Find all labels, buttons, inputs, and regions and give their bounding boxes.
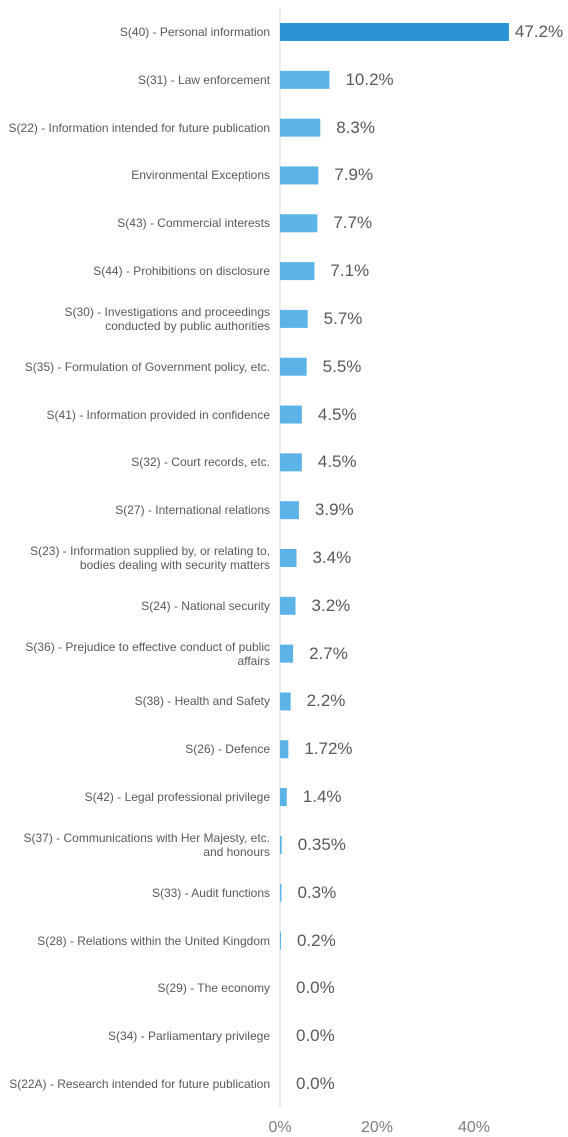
bar (280, 166, 319, 185)
bar (280, 118, 321, 137)
x-tick-label: 40% (457, 1119, 491, 1136)
category-label: S(43) - Commercial interests (117, 216, 270, 231)
category-label: S(38) - Health and Safety (134, 694, 270, 709)
value-label: 0.2% (296, 930, 336, 950)
value-label: 47.2% (514, 22, 564, 41)
category-label: S(42) - Legal professional privilege (84, 790, 270, 805)
value-label: 0.35% (297, 834, 346, 854)
value-label: 3.4% (312, 548, 352, 567)
category-label: S(33) - Audit functions (151, 885, 270, 900)
category-label: S(35) - Formulation of Government policy… (24, 359, 270, 374)
bar (280, 262, 315, 281)
category-label: S(34) - Parliamentary privilege (107, 1029, 270, 1044)
bar (280, 692, 291, 711)
value-label: 7.1% (330, 261, 370, 281)
value-label: 0.0% (296, 1074, 335, 1093)
value-label: 5.5% (322, 356, 362, 376)
bar (280, 596, 296, 615)
category-label: S(28) - Relations within the United King… (37, 933, 270, 948)
category-label: S(27) - International relations (115, 503, 270, 518)
bar (280, 788, 287, 807)
value-label: 3.9% (314, 500, 354, 520)
category-label: S(24) - National security (141, 598, 270, 613)
value-label: 3.2% (311, 595, 351, 615)
value-label: 7.7% (333, 213, 373, 233)
bar (280, 309, 308, 328)
bar (280, 835, 282, 854)
category-label: S(23) - Information supplied by, or rela… (30, 544, 270, 572)
value-label: 1.4% (302, 787, 342, 807)
category-label: S(31) - Law enforcement (137, 72, 270, 87)
value-label: 2.7% (309, 643, 348, 663)
x-tick-label: 0% (268, 1119, 292, 1136)
bar (280, 357, 307, 376)
category-label: S(22A) - Research intended for future pu… (9, 1077, 270, 1091)
value-label: 1.72% (304, 739, 353, 759)
value-label: 7.9% (334, 165, 374, 185)
category-label: S(44) - Prohibitions on disclosure (93, 264, 270, 279)
x-tick-label: 20% (360, 1119, 394, 1136)
value-label: 5.7% (323, 308, 363, 328)
bar (280, 644, 294, 663)
category-label: Environmental Exceptions (131, 168, 270, 183)
category-label: S(36) - Prejudice to effective conduct o… (25, 639, 270, 668)
category-label: S(41) - Information provided in confiden… (46, 407, 270, 422)
value-label: 0.0% (296, 1026, 335, 1046)
bar (280, 883, 282, 902)
category-label: S(30) - Investigations and proceedings c… (64, 304, 270, 333)
value-label: 0.0% (296, 978, 335, 998)
category-label: S(37) - Communications with Her Majesty,… (23, 830, 270, 859)
bar (280, 453, 302, 472)
value-label: 8.3% (336, 117, 375, 137)
bar (280, 23, 509, 41)
bar (280, 214, 318, 233)
bar (280, 740, 289, 759)
bar (280, 405, 302, 424)
category-label: S(26) - Defence (185, 742, 270, 757)
value-label: 10.2% (345, 69, 394, 89)
value-label: 4.5% (317, 452, 357, 472)
category-label: S(29) - The economy (157, 981, 271, 996)
category-label: S(22) - Information intended for future … (8, 120, 270, 135)
bar (280, 501, 299, 520)
value-label: 4.5% (317, 404, 357, 424)
category-label: S(40) - Personal information (119, 25, 270, 39)
bar (280, 931, 281, 950)
bar (280, 549, 297, 567)
value-label: 0.3% (297, 882, 337, 902)
category-label: S(32) - Court records, etc. (131, 455, 270, 470)
value-label: 2.2% (306, 691, 346, 711)
bar (280, 70, 330, 89)
